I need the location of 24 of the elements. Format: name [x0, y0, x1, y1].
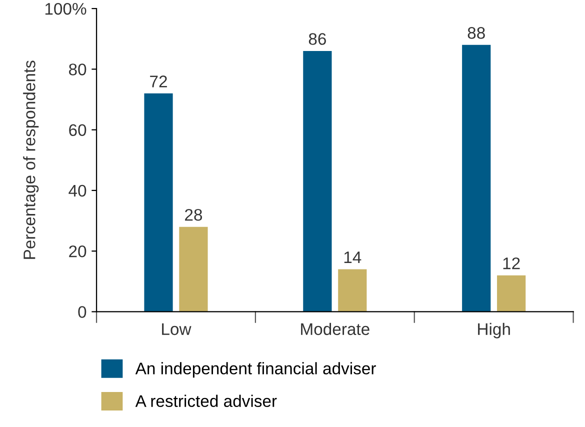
bar: [338, 269, 367, 312]
data-label: 28: [185, 208, 202, 221]
bar: [144, 93, 173, 312]
bar: [462, 44, 491, 312]
y-tick-label: 80: [68, 64, 86, 76]
bar: [303, 50, 332, 312]
bar: [497, 275, 526, 312]
y-axis-title: Percentage of respondents: [23, 60, 39, 259]
y-tick-label: 60: [69, 124, 86, 136]
legend-label: An independent financial adviser: [135, 362, 376, 378]
y-tick-label: 0: [78, 306, 86, 318]
x-tick-label: Moderate: [301, 322, 370, 336]
data-label: 86: [308, 33, 326, 45]
data-label: 72: [150, 76, 167, 88]
x-tick-label: High: [478, 322, 510, 338]
data-label: 12: [503, 257, 520, 270]
bar: [179, 226, 208, 312]
y-tick-label: 40: [68, 184, 86, 197]
data-label: 14: [344, 252, 362, 264]
legend-label: A restricted adviser: [135, 394, 277, 408]
y-tick-label: 20: [69, 245, 86, 258]
x-tick-label: Low: [162, 323, 192, 336]
y-tick-label: 100%: [45, 2, 86, 15]
data-label: 88: [468, 27, 485, 39]
